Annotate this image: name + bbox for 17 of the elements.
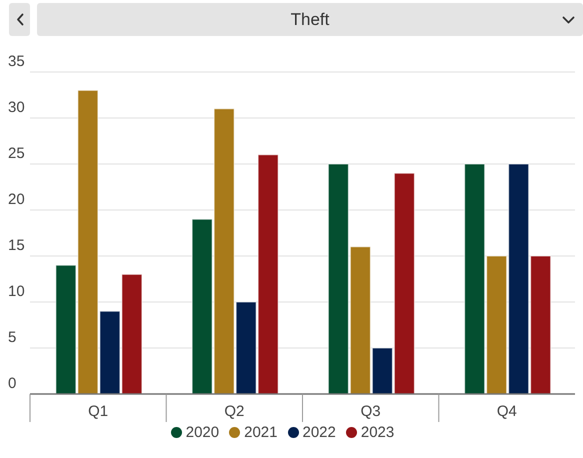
x-tick-label: Q4 bbox=[496, 403, 517, 420]
dropdown: Theft bbox=[37, 3, 583, 36]
legend-label: 2023 bbox=[360, 424, 394, 441]
y-tick-label: 25 bbox=[8, 145, 25, 162]
y-tick-label: 10 bbox=[8, 283, 25, 300]
x-tick-label: Q2 bbox=[224, 403, 244, 420]
legend-label: 2021 bbox=[244, 424, 278, 441]
y-tick-label: 0 bbox=[8, 375, 16, 392]
y-tick-label: 15 bbox=[8, 237, 25, 254]
y-tick-label: 20 bbox=[8, 191, 25, 208]
legend-label: 2020 bbox=[186, 424, 220, 441]
y-tick-label: 35 bbox=[8, 53, 25, 70]
y-tick-label: 30 bbox=[8, 99, 25, 116]
legend-label: 2022 bbox=[302, 424, 336, 441]
x-tick-label: Q1 bbox=[88, 403, 108, 420]
y-tick-label: 5 bbox=[8, 329, 16, 346]
x-tick-label: Q3 bbox=[360, 403, 381, 420]
